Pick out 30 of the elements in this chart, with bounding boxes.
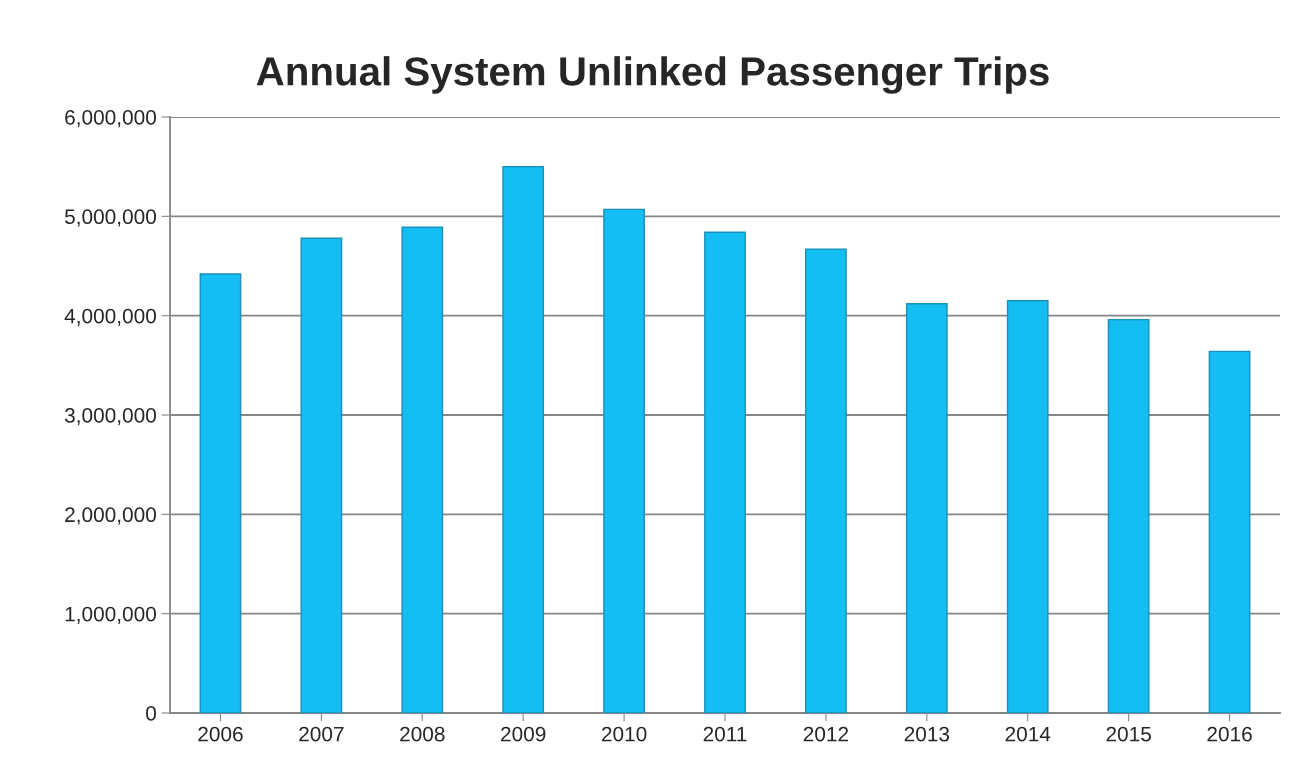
bar [502,165,545,713]
bar [704,231,746,713]
x-tick-label: 2014 [1005,726,1051,742]
x-tick-label: 2013 [904,726,950,742]
bar [300,237,343,713]
x-tick-label: 2015 [1106,726,1151,742]
x-tick-label: 2016 [1207,726,1252,742]
y-tick-label: 1,000,000 [65,606,156,624]
bar [1208,350,1251,713]
x-tick-label: 2009 [501,726,546,742]
bar [905,303,948,713]
bar [805,248,847,713]
y-tick-label: 5,000,000 [64,209,156,227]
x-tick-label: 2008 [400,726,445,742]
x-tick-label: 2007 [299,726,344,742]
x-tick-label: 2010 [601,726,647,742]
y-tick-label: 6,000,000 [65,110,156,128]
y-tick-label: 0 [146,706,156,721]
x-tick-label: 2006 [198,726,243,742]
bar [1107,318,1150,713]
x-tick-label: 2011 [703,726,747,742]
y-tick-label: 4,000,000 [64,308,156,326]
bar [401,226,444,713]
x-tick-label: 2012 [803,726,849,742]
y-tick-label: 2,000,000 [65,507,156,525]
bar [603,208,645,713]
y-tick-label: 3,000,000 [64,408,156,426]
bar [199,273,242,713]
bar [1006,300,1049,713]
chart-title: Annual System Unlinked Passenger Trips [256,56,1049,94]
